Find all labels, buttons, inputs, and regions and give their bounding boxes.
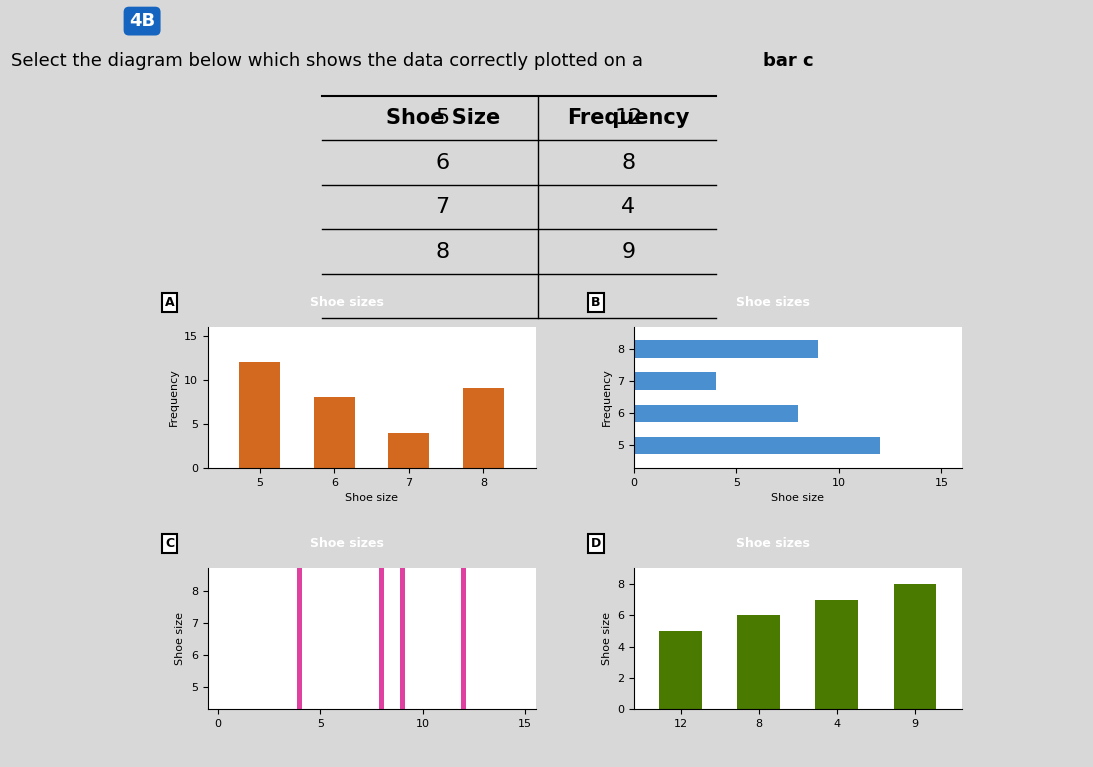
Bar [314,397,355,468]
Bar [659,631,703,709]
Bar [815,600,858,709]
Bar [894,584,937,709]
Y-axis label: Shoe size: Shoe size [175,612,186,666]
X-axis label: Shoe size: Shoe size [345,493,398,503]
Text: Shoe sizes: Shoe sizes [737,296,810,308]
Bar [738,615,780,709]
Bar [400,517,404,709]
Text: 9: 9 [622,242,635,262]
Text: Shoe sizes: Shoe sizes [310,296,384,308]
Bar [297,549,303,709]
Bar [634,373,716,390]
Text: 12: 12 [614,108,643,128]
Text: C: C [165,538,174,550]
X-axis label: Shoe size: Shoe size [772,493,824,503]
Text: Frequency: Frequency [567,108,690,128]
Text: Shoe sizes: Shoe sizes [310,538,384,550]
Text: Shoe Size: Shoe Size [386,108,500,128]
Bar [634,436,880,454]
Text: 4: 4 [622,197,635,217]
Text: D: D [590,538,601,550]
Text: A: A [165,296,174,308]
Y-axis label: Frequency: Frequency [601,368,612,426]
Text: 8: 8 [436,242,449,262]
Bar [379,453,385,709]
Text: bar c: bar c [763,52,813,71]
Text: Select the diagram below which shows the data correctly plotted on a: Select the diagram below which shows the… [11,52,648,71]
Text: 5: 5 [435,108,450,128]
Text: 4B: 4B [129,12,155,30]
Bar [634,404,798,422]
Bar [461,485,467,709]
Text: 8: 8 [622,153,635,173]
Bar [239,362,280,468]
Bar [634,341,819,358]
Text: B: B [591,296,600,308]
Text: 7: 7 [436,197,449,217]
Bar [388,433,430,468]
Y-axis label: Shoe size: Shoe size [601,612,612,666]
Text: Shoe sizes: Shoe sizes [737,538,810,550]
Text: 6: 6 [436,153,449,173]
Y-axis label: Frequency: Frequency [168,368,178,426]
Bar [463,388,504,468]
